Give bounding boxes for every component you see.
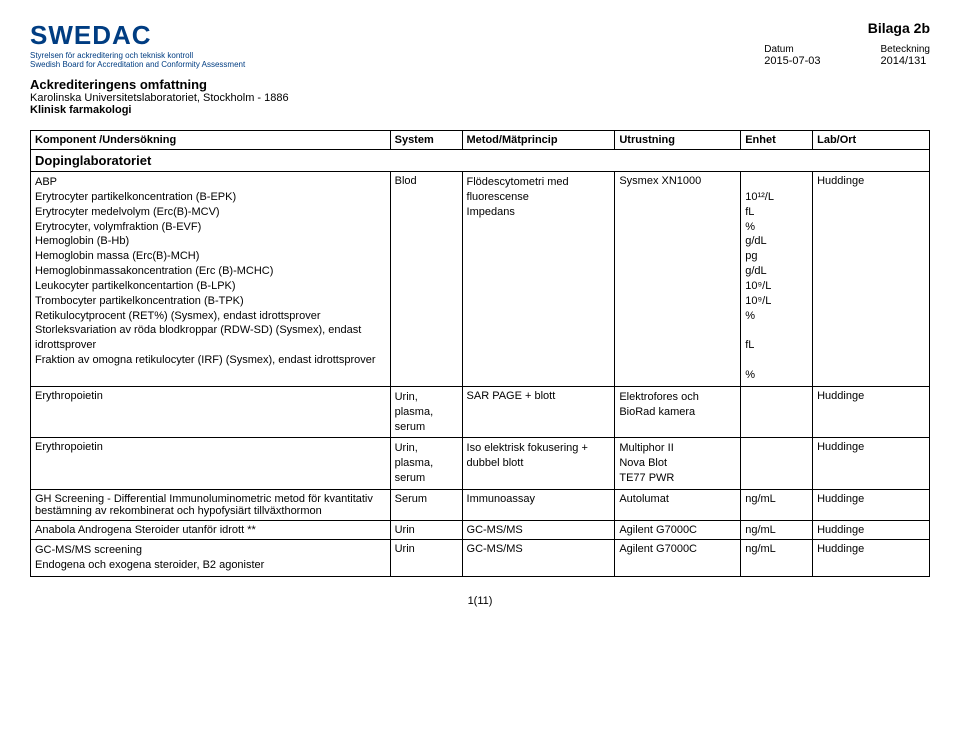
cell-sys: Urin,plasma,serum [390, 386, 462, 438]
table-row: GH Screening - Differential Immunolumino… [31, 489, 930, 520]
beteckning-label: Beteckning [881, 44, 930, 55]
cell-utr: Sysmex XN1000 [615, 172, 741, 387]
cell-sys: Urin [390, 539, 462, 576]
cell-utr: Agilent G7000C [615, 520, 741, 539]
cell-lab: Huddinge [813, 489, 930, 520]
beteckning-value: 2014/131 [881, 55, 930, 67]
table-header-row: Komponent /Undersökning System Metod/Mät… [31, 131, 930, 150]
cell-lab: Huddinge [813, 386, 930, 438]
bilaga-label: Bilaga 2b [764, 20, 930, 36]
cell-enh: ng/mL [741, 489, 813, 520]
acc-org: Karolinska Universitetslaboratoriet, Sto… [30, 92, 930, 104]
cell-utr: Agilent G7000C [615, 539, 741, 576]
acc-title: Ackrediteringens omfattning [30, 77, 930, 92]
cell-komp: Erythropoietin [31, 438, 391, 490]
accreditation-block: Ackrediteringens omfattning Karolinska U… [30, 77, 930, 116]
cell-enh [741, 386, 813, 438]
datum-value: 2015-07-03 [764, 55, 820, 67]
table-row: GC-MS/MS screeningEndogena och exogena s… [31, 539, 930, 576]
table-row: Anabola Androgena Steroider utanför idro… [31, 520, 930, 539]
cell-enh [741, 438, 813, 490]
header-meta: Datum 2015-07-03 Beteckning 2014/131 [764, 44, 930, 67]
col-labort: Lab/Ort [813, 131, 930, 150]
cell-sys: Serum [390, 489, 462, 520]
cell-komp: GC-MS/MS screeningEndogena och exogena s… [31, 539, 391, 576]
acc-dept: Klinisk farmakologi [30, 104, 930, 116]
section-title: Dopinglaboratoriet [35, 153, 151, 168]
cell-enh: ng/mL [741, 520, 813, 539]
beteckning-col: Beteckning 2014/131 [881, 44, 930, 67]
cell-utr: Autolumat [615, 489, 741, 520]
logo-subtitle-en: Swedish Board for Accreditation and Conf… [30, 60, 245, 69]
cell-met: Iso elektrisk fokusering +dubbel blott [462, 438, 615, 490]
data-table: Komponent /Undersökning System Metod/Mät… [30, 130, 930, 577]
cell-sys: Urin [390, 520, 462, 539]
cell-met: SAR PAGE + blott [462, 386, 615, 438]
cell-utr: Multiphor IINova BlotTE77 PWR [615, 438, 741, 490]
cell-komp: Anabola Androgena Steroider utanför idro… [31, 520, 391, 539]
cell-komp: Erythropoietin [31, 386, 391, 438]
page-number: 1(11) [30, 595, 930, 607]
logo-block: SWEDAC Styrelsen för ackreditering och t… [30, 20, 245, 69]
cell-met: Flödescytometri medfluorescenseImpedans [462, 172, 615, 387]
header-right-block: Bilaga 2b Datum 2015-07-03 Beteckning 20… [764, 20, 930, 67]
cell-enh: ng/mL [741, 539, 813, 576]
cell-enh: 10¹²/LfL%g/dLpgg/dL10⁹/L10⁹/L% fL % [741, 172, 813, 387]
cell-utr: Elektrofores ochBioRad kamera [615, 386, 741, 438]
cell-sys: Blod [390, 172, 462, 387]
section-row: Dopinglaboratoriet [31, 150, 930, 172]
cell-lab: Huddinge [813, 539, 930, 576]
col-komponent: Komponent /Undersökning [31, 131, 391, 150]
table-row: Erythropoietin Urin,plasma,serum SAR PAG… [31, 386, 930, 438]
logo-title: SWEDAC [30, 20, 245, 51]
cell-met: Immunoassay [462, 489, 615, 520]
cell-sys: Urin,plasma,serum [390, 438, 462, 490]
table-row: ABPErytrocyter partikelkoncentration (B-… [31, 172, 930, 387]
cell-komp: GH Screening - Differential Immunolumino… [31, 489, 391, 520]
datum-label: Datum [764, 44, 820, 55]
logo-subtitle-sv: Styrelsen för ackreditering och teknisk … [30, 51, 245, 60]
col-enhet: Enhet [741, 131, 813, 150]
cell-lab: Huddinge [813, 438, 930, 490]
cell-met: GC-MS/MS [462, 539, 615, 576]
page-header: SWEDAC Styrelsen för ackreditering och t… [30, 20, 930, 69]
datum-col: Datum 2015-07-03 [764, 44, 820, 67]
col-system: System [390, 131, 462, 150]
table-row: Erythropoietin Urin,plasma,serum Iso ele… [31, 438, 930, 490]
cell-komp: ABPErytrocyter partikelkoncentration (B-… [31, 172, 391, 387]
col-metod: Metod/Mätprincip [462, 131, 615, 150]
cell-lab: Huddinge [813, 172, 930, 387]
cell-lab: Huddinge [813, 520, 930, 539]
cell-met: GC-MS/MS [462, 520, 615, 539]
col-utrustning: Utrustning [615, 131, 741, 150]
